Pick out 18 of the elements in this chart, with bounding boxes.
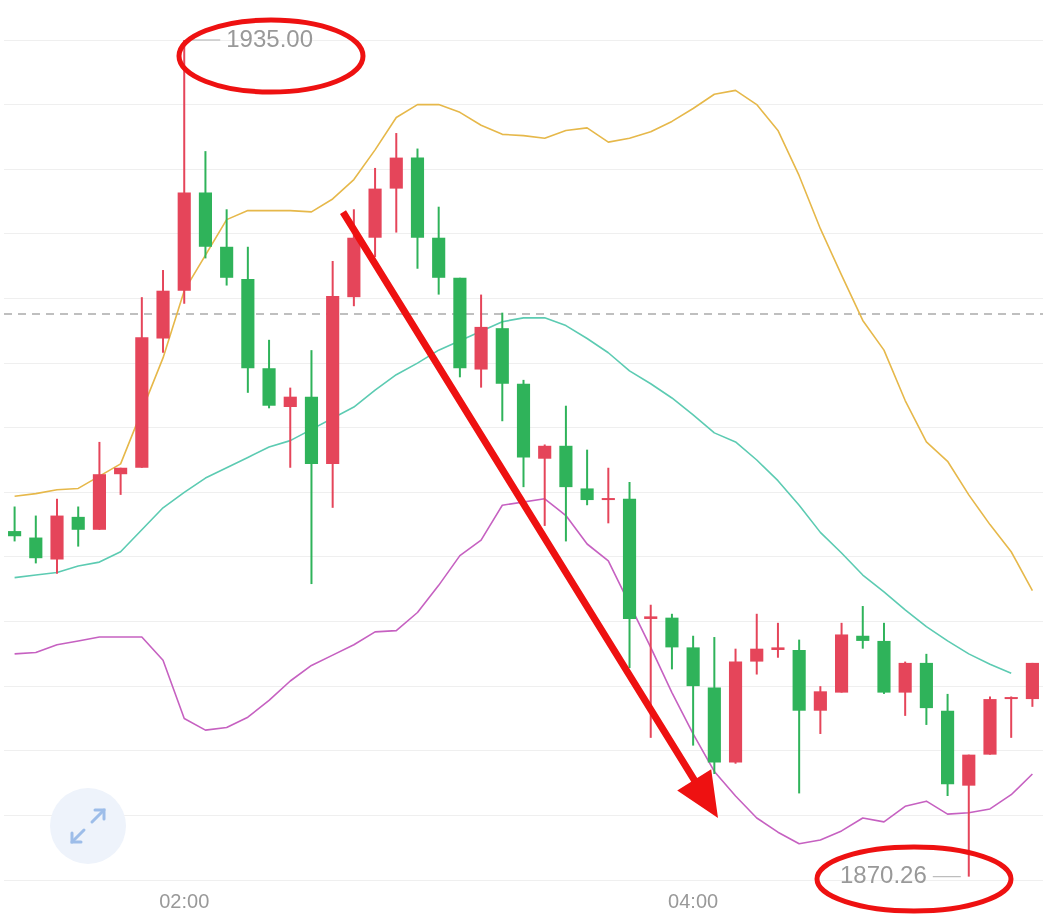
candlestick (1004, 695, 1018, 739)
candlestick (601, 466, 615, 525)
candlestick (8, 505, 22, 543)
annotation: 1935.00 (226, 24, 313, 52)
candlestick (29, 514, 43, 565)
candlestick (750, 612, 764, 676)
candlestick (771, 621, 785, 659)
candlestick (813, 685, 827, 735)
candlestick (283, 386, 297, 469)
x-tick-label: 04:00 (668, 889, 719, 912)
x-tick-label: 02:00 (159, 889, 210, 912)
candlestick (114, 466, 128, 496)
candlestick (644, 603, 658, 739)
annotation: 1870.26 (840, 861, 927, 889)
candlestick (580, 448, 594, 507)
candlestick (71, 505, 85, 548)
candlestick (538, 443, 552, 527)
candlestick (856, 605, 870, 650)
